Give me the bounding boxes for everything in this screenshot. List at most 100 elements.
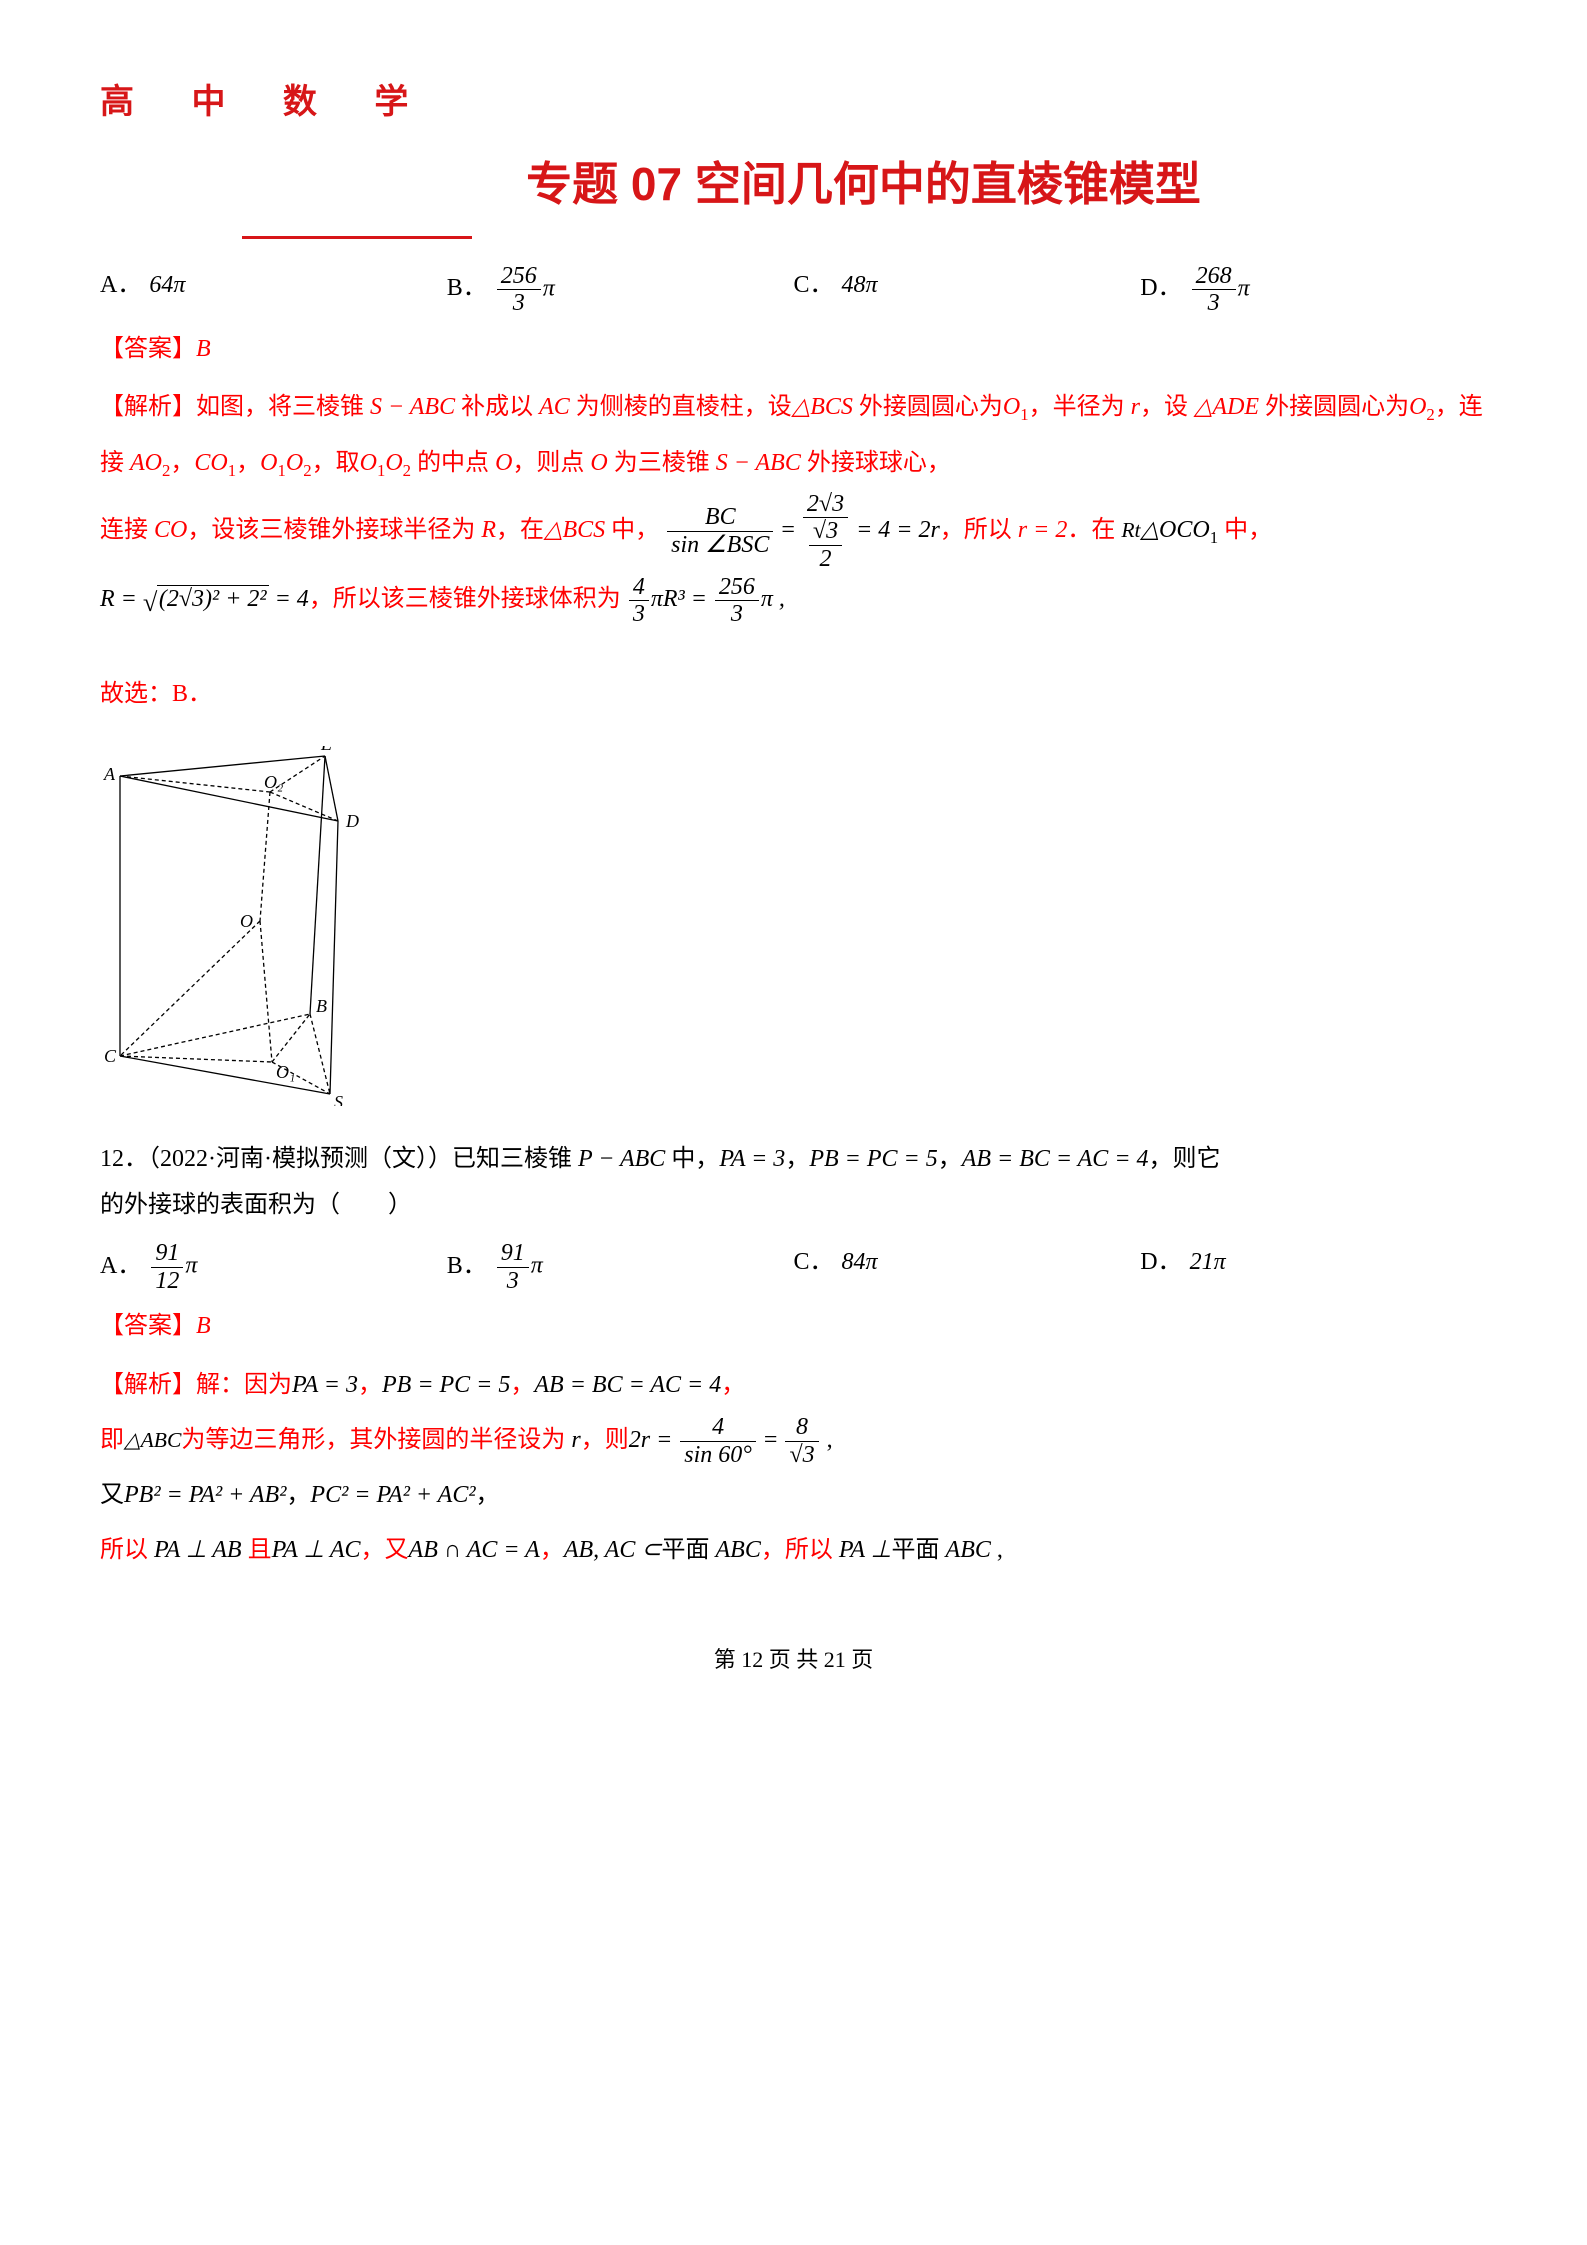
m: △ADE	[1194, 394, 1259, 420]
frac-256-3: 2563	[715, 574, 759, 628]
t: 中，	[665, 1146, 719, 1172]
q11-option-D: D．2683π	[1140, 263, 1487, 317]
opt-value: 84π	[842, 1249, 878, 1275]
num: 256	[715, 574, 759, 601]
t: ，则点	[512, 450, 590, 476]
q12-answer: 【答案】B	[100, 1304, 1487, 1350]
m: πR³ =	[651, 586, 713, 612]
t: 连接	[100, 517, 154, 543]
t: ，所以该三棱锥外接球体积为	[309, 586, 621, 612]
t: 所以	[100, 1537, 154, 1563]
opt-value: 21π	[1190, 1249, 1226, 1275]
t: 解：因为	[196, 1372, 292, 1398]
t: ，在	[496, 517, 544, 543]
num: 268	[1192, 263, 1236, 290]
den: √3	[785, 1442, 818, 1468]
eq: = 4 = 2r	[856, 517, 940, 543]
m: AB = BC = AC = 4	[534, 1372, 721, 1398]
header-subject: 高 中 数 学	[100, 70, 1487, 135]
svg-text:D: D	[345, 811, 359, 831]
den: 3	[497, 290, 541, 316]
m: 2r =	[629, 1427, 679, 1453]
num: √3	[809, 518, 842, 545]
t: 页 共	[763, 1647, 824, 1672]
q12-solution: 【解析】解：因为PA = 3，PB = PC = 5，AB = BC = AC …	[100, 1358, 1487, 1579]
page-num: 12	[741, 1647, 763, 1672]
svg-text:O₂: O₂	[264, 772, 283, 792]
pi: π	[543, 275, 555, 301]
opt-label: C．	[794, 1249, 834, 1275]
t: ,	[991, 1537, 1003, 1563]
den: 3	[497, 1268, 529, 1294]
m: R =	[100, 586, 143, 612]
t: 为三棱锥	[608, 450, 716, 476]
q11-options: A．64π B．2563π C．48π D．2683π	[100, 263, 1487, 317]
t: ，	[236, 450, 260, 476]
num: 256	[497, 263, 541, 290]
t: ，	[286, 1482, 310, 1508]
q12-option-D: D．21π	[1140, 1240, 1487, 1294]
t: 已知三棱锥	[452, 1146, 578, 1172]
solution-label: 【解析】	[100, 1372, 196, 1398]
m: π ,	[761, 586, 785, 612]
t: 为等边三角形，其外接圆的半径设为	[181, 1427, 571, 1453]
frac-43: 43	[629, 574, 649, 628]
solution-label: 【解析】	[100, 394, 196, 420]
m: △OCO	[1141, 517, 1210, 543]
t: ，则	[581, 1427, 629, 1453]
opt-label: C．	[794, 272, 834, 298]
m: ABC	[716, 1537, 761, 1563]
t: ，所以	[761, 1537, 839, 1563]
m: AB ∩ AC = A	[409, 1537, 540, 1563]
m: △ABC	[124, 1428, 181, 1452]
t: ，半径为	[1029, 394, 1131, 420]
m: O	[260, 450, 277, 476]
m: PA = 3	[292, 1372, 358, 1398]
svg-text:O: O	[240, 911, 253, 931]
num: 4	[629, 574, 649, 601]
m: CO	[194, 450, 227, 476]
frac-2r3: 2√3 √3 2	[803, 491, 848, 572]
m: S − ABC	[716, 450, 801, 476]
sqrt: (2√3)² + 2²	[143, 572, 269, 627]
m: ABC	[946, 1537, 991, 1563]
t: 第	[714, 1647, 742, 1672]
eq: =	[781, 517, 801, 543]
frac: 8√3	[785, 1414, 818, 1468]
q12-option-C: C． 84π	[794, 1240, 1141, 1294]
t: 又	[100, 1482, 124, 1508]
t: sin ∠	[671, 532, 727, 558]
q11-option-C: C．48π	[794, 263, 1141, 317]
opt-label: A．	[100, 1253, 141, 1279]
opt-label: A．	[100, 272, 141, 298]
m: PC² = PA² + AC²	[310, 1482, 475, 1508]
m: r	[1131, 394, 1140, 420]
m: AC	[539, 394, 570, 420]
q11-option-A: A．64π	[100, 263, 447, 317]
frac: 9112	[151, 1240, 183, 1294]
t: 如图，将三棱锥	[196, 394, 370, 420]
t: 中，	[1218, 517, 1272, 543]
q12-option-A: A．9112π	[100, 1240, 447, 1294]
num: 2√3	[803, 491, 848, 518]
svg-text:O₁: O₁	[276, 1062, 295, 1082]
frac-bc-sin: BC sin ∠BSC	[667, 504, 773, 558]
q12-option-B: B．913π	[447, 1240, 794, 1294]
q11-diagram: AEO₂DOBCO₁S	[100, 746, 1487, 1123]
pi: π	[1238, 275, 1250, 301]
m: S − ABC	[370, 394, 455, 420]
m: △BCS	[792, 394, 853, 420]
q-number: 12．	[100, 1146, 148, 1172]
den: 12	[151, 1268, 183, 1294]
page-total: 21	[824, 1647, 846, 1672]
t: 的外接球的表面积为（ ）	[100, 1192, 412, 1218]
m: O	[590, 450, 607, 476]
opt-label: B．	[447, 275, 487, 301]
svg-text:C: C	[104, 1046, 117, 1066]
den: 2	[809, 546, 842, 572]
opt-label: B．	[447, 1253, 487, 1279]
den: 3	[629, 601, 649, 627]
m: O	[385, 450, 402, 476]
t: 外接球球心，	[801, 450, 951, 476]
m: AB, AC ⊂	[564, 1537, 662, 1563]
